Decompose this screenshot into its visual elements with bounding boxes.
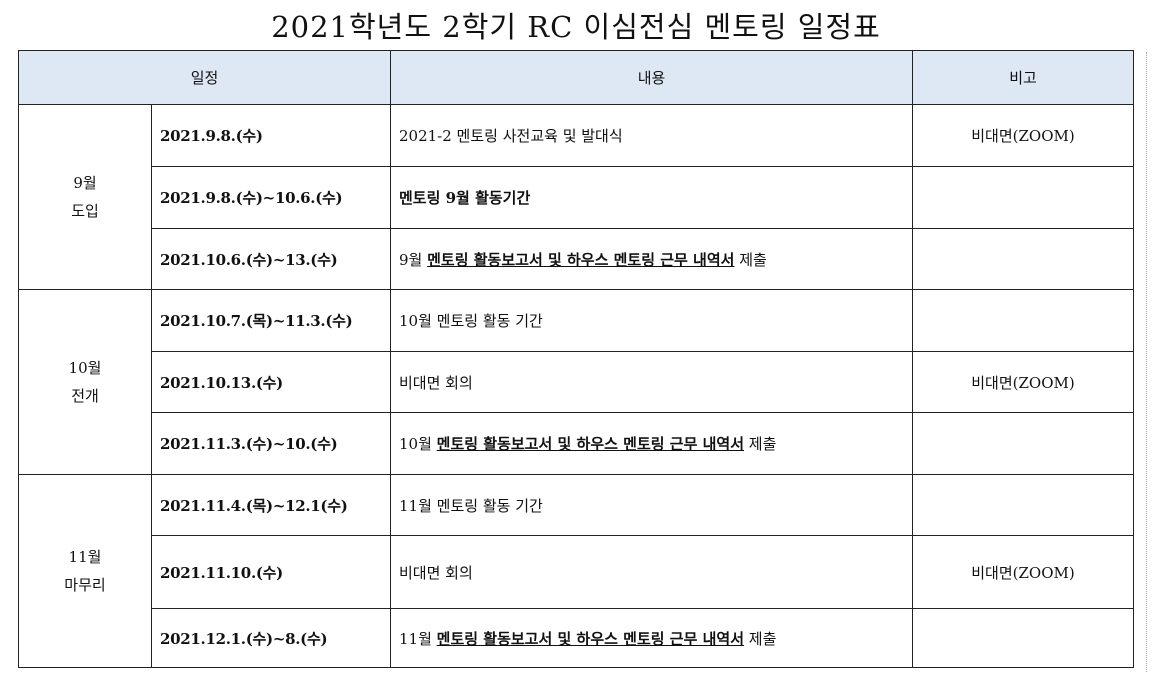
content-underlined: 멘토링 활동보고서 및 하우스 멘토링 근무 내역서	[436, 629, 744, 648]
date-cell: 2021.9.8.(수)~10.6.(수)	[151, 166, 391, 229]
table-row: 10월 전개 2021.10.7.(목)~11.3.(수) 10월 멘토링 활동 기간	[18, 289, 1134, 475]
page-edge-guide	[1146, 52, 1147, 672]
content-text: 10월 멘토링 활동 기간	[399, 312, 543, 330]
content-text: 비대면 회의	[399, 563, 473, 582]
content-cell: 11월 멘토링 활동보고서 및 하우스 멘토링 근무 내역서 제출	[390, 608, 913, 668]
table-row: 2021.12.1.(수)~8.(수) 11월 멘토링 활동보고서 및 하우스 멘…	[19, 608, 1134, 668]
table-row: 9월 도입 2021.9.8.(수) 2021-2 멘토링 사전교육 및 발대식 비대면…	[18, 104, 1134, 290]
date-cell: 2021.11.3.(수)~10.(수)	[151, 412, 391, 475]
content-text: 11월	[399, 629, 437, 648]
note-cell: 비대면(ZOOM)	[912, 535, 1134, 609]
content-text: 비대면 회의	[399, 373, 473, 392]
table-row: 2021.11.3.(수)~10.(수) 10월 멘토링 활동보고서 및 하우스 …	[19, 412, 1134, 475]
note-cell	[912, 608, 1134, 668]
content-cell: 멘토링 9월 활동기간	[390, 166, 913, 229]
header-row: 일정 내용 비고	[18, 50, 1134, 105]
content-cell: 10월 멘토링 활동 기간	[390, 289, 913, 352]
date-cell: 2021.9.8.(수)	[151, 104, 391, 167]
content-text: 멘토링 9월 활동기간	[399, 189, 531, 207]
content-underlined: 멘토링 활동보고서 및 하우스 멘토링 근무 내역서	[436, 435, 744, 453]
group-month: 10월	[68, 359, 102, 377]
date-cell: 2021.11.4.(목)~12.1(수)	[151, 474, 391, 536]
content-text: 2021-2 멘토링 사전교육 및 발대식	[399, 127, 623, 145]
content-cell: 9월 멘토링 활동보고서 및 하우스 멘토링 근무 내역서 제출	[390, 228, 913, 290]
schedule-table: 일정 내용 비고 9월 도입 2021.9.8.(수) 2021-2 멘토링 사전교육…	[18, 50, 1134, 668]
note-cell	[912, 228, 1134, 290]
table-row: 11월 마무리 2021.11.4.(목)~12.1(수) 11월 멘토링 활동 기간	[18, 474, 1134, 668]
content-cell: 10월 멘토링 활동보고서 및 하우스 멘토링 근무 내역서 제출	[390, 412, 913, 475]
content-cell: 비대면 회의	[390, 351, 913, 413]
group-month: 9월	[73, 174, 97, 192]
note-cell: 비대면(ZOOM)	[912, 351, 1134, 413]
group-phase: 도입	[71, 202, 99, 220]
content-suffix: 제출	[744, 629, 777, 648]
header-note: 비고	[912, 50, 1134, 105]
note-cell	[912, 289, 1134, 352]
date-cell: 2021.10.6.(수)~13.(수)	[151, 228, 391, 290]
header-schedule: 일정	[18, 50, 391, 105]
date-cell: 2021.12.1.(수)~8.(수)	[151, 608, 391, 668]
document-title: 2021학년도 2학기 RC 이심전심 멘토링 일정표	[271, 10, 881, 44]
note-cell	[912, 474, 1134, 536]
note-cell: 비대면(ZOOM)	[912, 104, 1134, 167]
note-cell	[912, 166, 1134, 229]
content-cell: 11월 멘토링 활동 기간	[390, 474, 913, 536]
group-phase: 마무리	[64, 576, 106, 594]
content-text: 10월	[399, 435, 437, 453]
group-month: 11월	[68, 548, 102, 566]
group-phase: 전개	[71, 387, 99, 405]
content-cell: 2021-2 멘토링 사전교육 및 발대식	[390, 104, 913, 167]
note-cell	[912, 412, 1134, 475]
content-cell: 비대면 회의	[390, 535, 913, 609]
content-underlined: 멘토링 활동보고서 및 하우스 멘토링 근무 내역서	[427, 250, 735, 269]
table-row: 2021.10.6.(수)~13.(수) 9월 멘토링 활동보고서 및 하우스 멘…	[19, 228, 1134, 290]
date-cell: 2021.10.7.(목)~11.3.(수)	[151, 289, 391, 352]
table-row: 2021.11.10.(수) 비대면 회의 비대면(ZOOM)	[19, 535, 1134, 609]
content-suffix: 제출	[744, 435, 777, 453]
content-text: 9월	[399, 250, 428, 269]
content-text: 11월 멘토링 활동 기간	[399, 496, 543, 515]
date-cell: 2021.11.10.(수)	[151, 535, 391, 609]
table-row: 2021.9.8.(수)~10.6.(수) 멘토링 9월 활동기간	[19, 166, 1134, 229]
header-content: 내용	[390, 50, 913, 105]
content-suffix: 제출	[734, 250, 767, 269]
table-row: 2021.10.13.(수) 비대면 회의 비대면(ZOOM)	[19, 351, 1134, 413]
date-cell: 2021.10.13.(수)	[151, 351, 391, 413]
